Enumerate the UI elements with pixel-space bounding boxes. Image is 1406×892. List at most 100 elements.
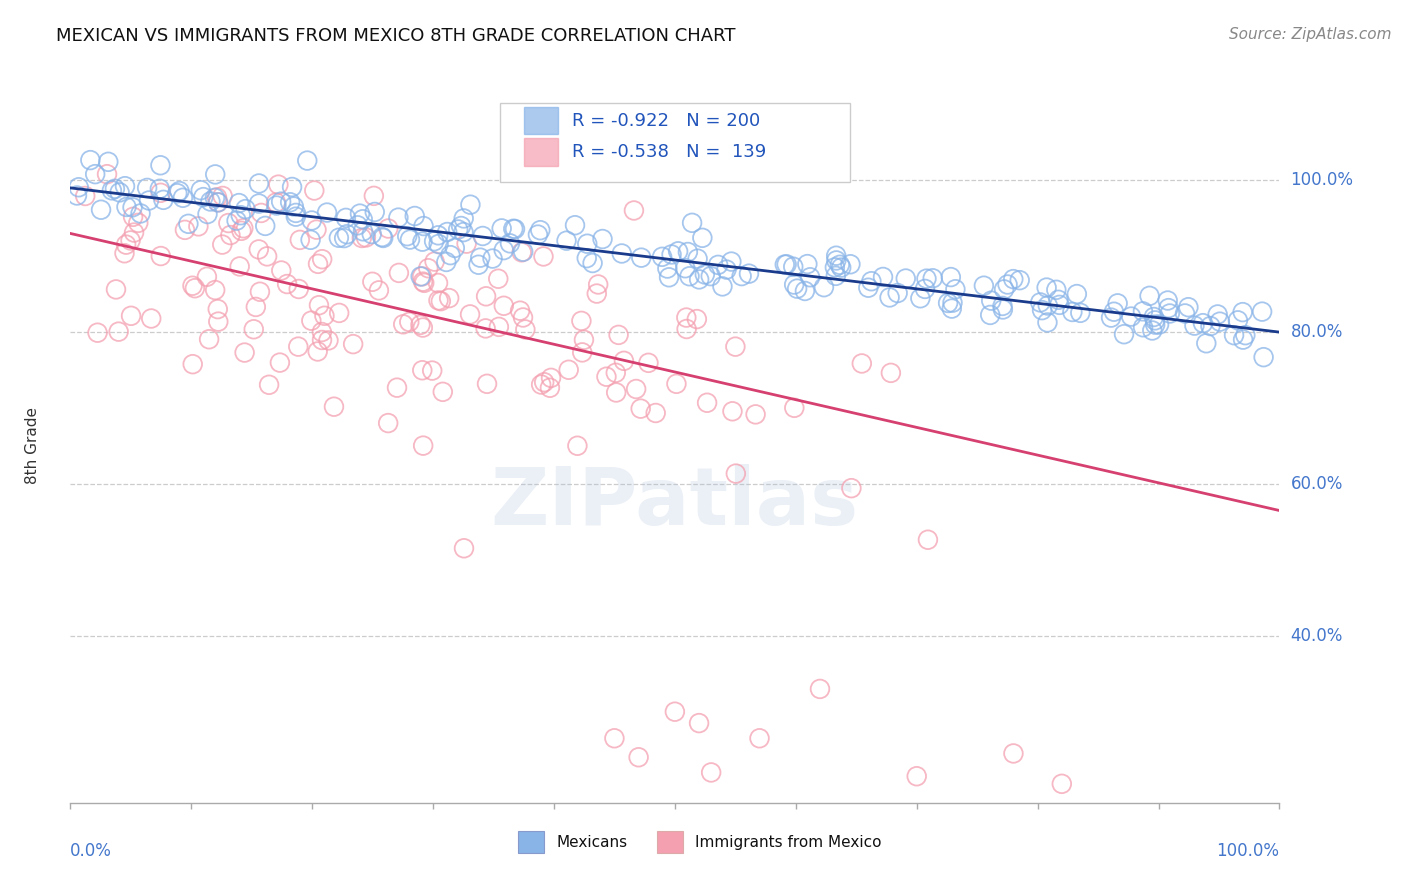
Text: 0.0%: 0.0% (70, 842, 112, 860)
Point (316, 205, 339, 219)
Point (1192, 316, 1215, 330)
Point (328, 231, 350, 245)
Point (686, 312, 709, 326)
Point (121, 200, 143, 214)
Point (174, 223, 197, 237)
Point (688, 716, 710, 731)
Point (630, 401, 652, 416)
Point (264, 195, 287, 210)
Point (299, 314, 322, 328)
Point (586, 277, 609, 292)
Point (540, 371, 562, 385)
Text: 100.0%: 100.0% (1291, 171, 1354, 189)
Point (66, 188, 89, 202)
Point (307, 344, 329, 359)
Point (1157, 293, 1180, 308)
Point (269, 356, 291, 370)
Point (114, 246, 136, 260)
Point (783, 401, 806, 415)
Point (169, 184, 191, 198)
Point (527, 227, 550, 242)
Point (993, 282, 1015, 296)
Point (793, 284, 815, 298)
Point (323, 400, 346, 414)
Point (688, 272, 710, 286)
Point (681, 216, 703, 230)
Point (284, 210, 307, 224)
Point (371, 230, 394, 244)
Point (1066, 287, 1088, 301)
Point (980, 293, 1002, 308)
Point (377, 416, 399, 430)
Point (287, 340, 309, 354)
Point (1209, 315, 1232, 329)
Point (427, 237, 450, 252)
Point (120, 309, 142, 323)
Point (90, 202, 112, 217)
Point (605, 385, 627, 400)
Point (773, 258, 796, 272)
Point (350, 231, 373, 245)
Point (1206, 308, 1229, 322)
Point (624, 382, 647, 396)
Point (474, 321, 496, 335)
Point (361, 275, 384, 289)
Point (200, 194, 222, 209)
Point (412, 219, 434, 233)
Point (225, 213, 247, 227)
Point (257, 377, 280, 392)
Point (305, 222, 328, 236)
Point (1102, 304, 1125, 318)
Point (879, 290, 901, 304)
Point (1132, 304, 1154, 318)
Text: ZIPatlas: ZIPatlas (491, 464, 859, 542)
Point (387, 211, 409, 225)
Bar (657, 831, 683, 853)
Point (470, 251, 492, 265)
Point (108, 186, 131, 200)
Point (1159, 306, 1181, 320)
Point (432, 384, 454, 399)
Point (475, 289, 498, 303)
Point (1199, 319, 1222, 334)
Point (915, 271, 938, 285)
Point (1002, 747, 1025, 761)
Point (453, 211, 475, 226)
Point (585, 286, 607, 301)
Point (190, 183, 212, 197)
Point (311, 333, 333, 347)
Point (436, 225, 458, 239)
Point (398, 315, 420, 329)
Point (276, 277, 298, 291)
Point (830, 260, 852, 275)
Point (385, 381, 408, 395)
Point (941, 301, 963, 316)
Point (467, 258, 489, 272)
Point (195, 269, 218, 284)
Point (138, 194, 160, 208)
Point (104, 282, 127, 296)
Point (228, 196, 250, 211)
Point (75, 189, 97, 203)
Point (247, 196, 270, 211)
Point (453, 541, 475, 556)
Point (1002, 272, 1025, 286)
Point (509, 303, 531, 318)
Point (228, 260, 250, 274)
Point (945, 282, 967, 296)
Point (247, 243, 270, 257)
Point (686, 252, 709, 266)
Point (456, 236, 478, 251)
Point (610, 246, 633, 260)
Point (96, 167, 118, 181)
Point (207, 302, 229, 317)
Point (555, 234, 578, 248)
Point (571, 314, 593, 328)
Text: Source: ZipAtlas.com: Source: ZipAtlas.com (1229, 27, 1392, 42)
Text: 80.0%: 80.0% (1291, 323, 1343, 341)
Point (503, 222, 526, 236)
Point (991, 299, 1014, 313)
Point (724, 467, 747, 481)
Point (267, 178, 290, 192)
Point (107, 325, 129, 339)
